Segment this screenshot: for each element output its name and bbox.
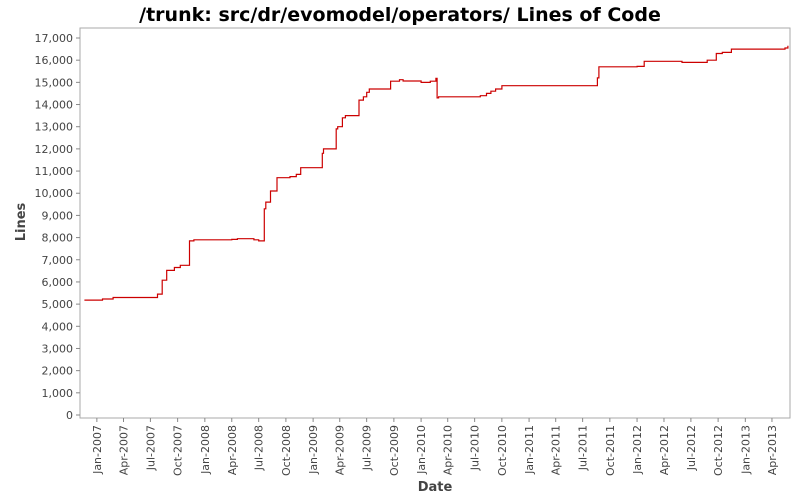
y-tick-label: 8,000 xyxy=(42,232,74,245)
y-tick-label: 12,000 xyxy=(35,143,74,156)
plot-area xyxy=(79,27,791,419)
x-tick-label: Apr-2008 xyxy=(226,425,239,475)
y-tick-label: 0 xyxy=(66,409,73,422)
x-tick-label: Apr-2011 xyxy=(550,425,563,475)
x-tick-label: Oct-2012 xyxy=(712,425,725,476)
x-tick-label: Oct-2011 xyxy=(604,425,617,476)
x-tick-label: Jul-2008 xyxy=(253,425,266,471)
x-tick-label: Apr-2007 xyxy=(117,425,130,475)
y-tick-label: 13,000 xyxy=(35,121,74,134)
series-line xyxy=(84,45,789,301)
x-tick-label: Jan-2010 xyxy=(415,425,428,475)
chart-title: /trunk: src/dr/evomodel/operators/ Lines… xyxy=(139,4,661,26)
y-tick-label: 17,000 xyxy=(35,32,74,45)
y-tick-label: 5,000 xyxy=(42,298,74,311)
y-tick-label: 11,000 xyxy=(35,165,74,178)
x-axis: Jan-2007 Apr-2007 Jul-2007 Oct-2007 Jan-2008… xyxy=(91,418,779,476)
y-tick-label: 1,000 xyxy=(42,387,74,400)
x-tick-label: Jul-2009 xyxy=(361,425,374,471)
y-tick-label: 6,000 xyxy=(42,276,74,289)
x-tick-label: Jan-2011 xyxy=(523,425,536,475)
x-tick-label: Oct-2007 xyxy=(172,425,185,476)
x-tick-label: Jan-2009 xyxy=(307,425,320,475)
x-axis-label: Date xyxy=(418,480,453,495)
y-tick-label: 16,000 xyxy=(35,54,74,67)
x-tick-label: Jan-2012 xyxy=(631,425,644,475)
x-tick-label: Jul-2011 xyxy=(577,425,590,471)
x-tick-label: Apr-2012 xyxy=(658,425,671,475)
x-tick-label: Oct-2008 xyxy=(280,425,293,476)
y-tick-label: 2,000 xyxy=(42,365,74,378)
x-tick-label: Apr-2013 xyxy=(766,425,779,475)
y-axis: 0 1,000 2,000 3,000 4,000 5,000 6,000 7,000 8,00… xyxy=(35,32,80,422)
x-tick-label: Jan-2007 xyxy=(91,425,104,475)
y-axis-label: Lines xyxy=(14,202,29,241)
x-tick-label: Jul-2007 xyxy=(144,425,157,471)
x-tick-label: Jan-2008 xyxy=(199,425,212,475)
x-tick-label: Oct-2010 xyxy=(496,425,509,476)
x-tick-label: Jul-2012 xyxy=(685,425,698,471)
x-tick-label: Jan-2013 xyxy=(739,425,752,475)
x-tick-label: Apr-2009 xyxy=(334,425,347,475)
x-tick-label: Jul-2010 xyxy=(469,425,482,471)
x-tick-label: Oct-2009 xyxy=(388,425,401,476)
y-tick-label: 9,000 xyxy=(42,209,74,222)
y-tick-label: 7,000 xyxy=(42,254,74,267)
y-tick-label: 3,000 xyxy=(42,342,74,355)
y-tick-label: 10,000 xyxy=(35,187,74,200)
y-tick-label: 4,000 xyxy=(42,320,74,333)
series-group xyxy=(84,45,789,301)
x-tick-label: Apr-2010 xyxy=(442,425,455,475)
y-tick-label: 14,000 xyxy=(35,99,74,112)
y-tick-label: 15,000 xyxy=(35,76,74,89)
